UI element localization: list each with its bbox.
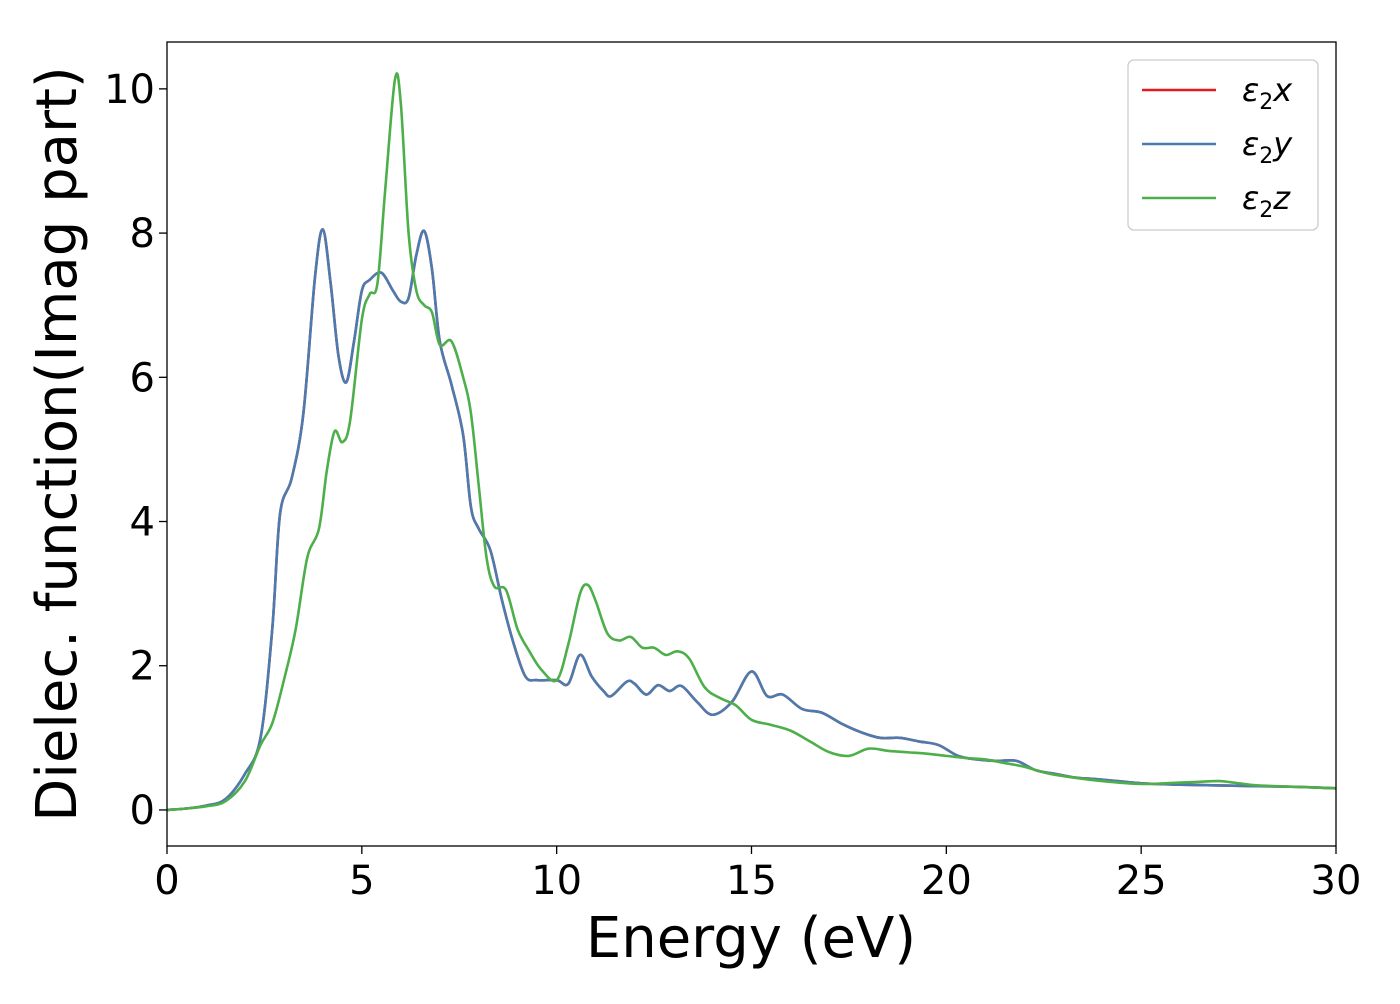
legend-label-x: ε2x [1242, 71, 1293, 115]
x-tick-label: 0 [154, 858, 179, 904]
y-tick-label: 6 [130, 355, 155, 401]
series-line-y [167, 228, 1336, 812]
legend: ε2x ε2y ε2z [1127, 59, 1319, 231]
x-tick-label: 10 [531, 858, 582, 904]
y-axis-ticks: 0 2 4 6 8 10 [104, 67, 167, 834]
series-line-x [167, 228, 1336, 812]
y-tick-label: 4 [130, 500, 155, 546]
legend-label-z: ε2z [1242, 179, 1291, 223]
y-axis-title: Dielec. function(Imag part) [25, 66, 90, 822]
series-line-z [167, 72, 1336, 812]
x-tick-label: 20 [921, 858, 972, 904]
x-tick-label: 15 [726, 858, 777, 904]
x-tick-label: 5 [349, 858, 374, 904]
y-tick-label: 0 [130, 788, 155, 834]
legend-label-y: ε2y [1242, 125, 1293, 169]
x-axis-title: Energy (eV) [586, 906, 916, 971]
x-tick-label: 25 [1116, 858, 1167, 904]
series-layer [167, 72, 1336, 812]
legend-box [1127, 59, 1319, 231]
y-tick-label: 10 [104, 67, 155, 113]
x-tick-label: 30 [1311, 858, 1362, 904]
y-tick-label: 8 [130, 211, 155, 257]
y-tick-label: 2 [130, 644, 155, 690]
x-axis-ticks: 0 5 10 15 20 25 30 [154, 846, 1361, 904]
